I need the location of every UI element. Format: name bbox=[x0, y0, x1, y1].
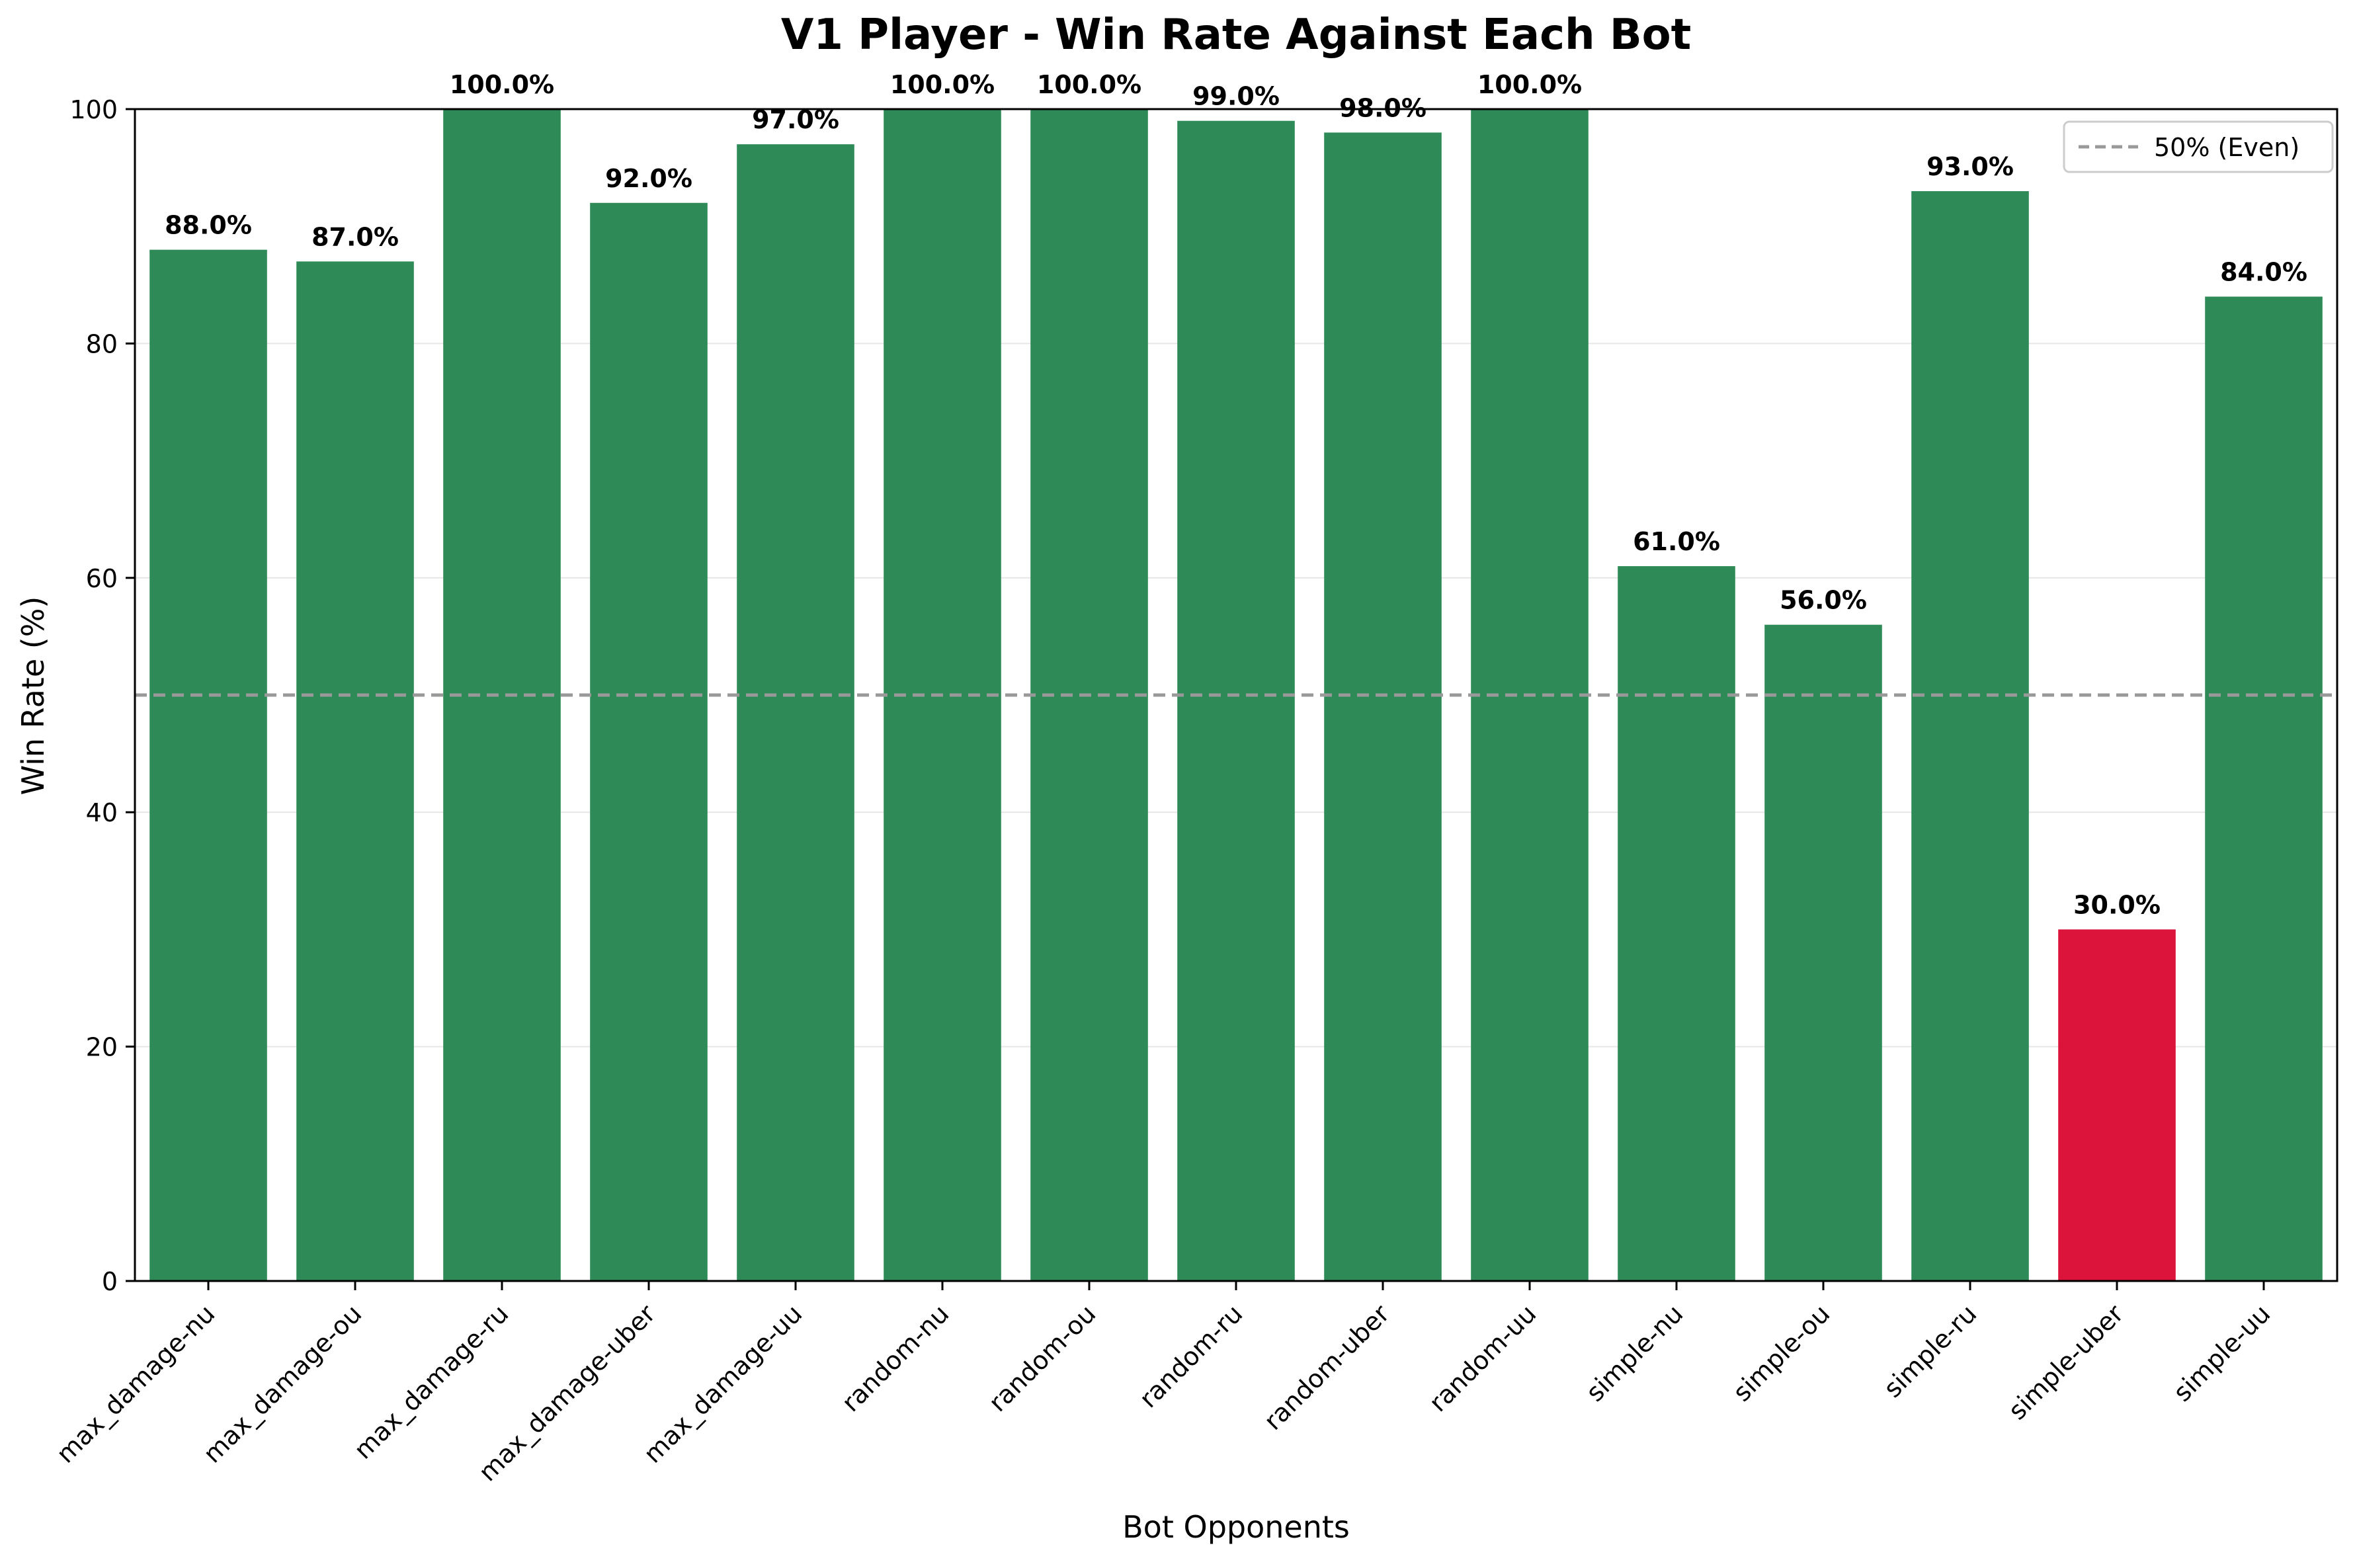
bar-simple-nu bbox=[1618, 566, 1735, 1281]
y-axis-label: Win Rate (%) bbox=[15, 597, 51, 796]
x-tick-label: random-ou bbox=[983, 1299, 1101, 1417]
x-tick-label: max_damage-uu bbox=[638, 1299, 808, 1469]
y-tick-label: 20 bbox=[86, 1033, 118, 1062]
legend-box bbox=[2063, 120, 2334, 173]
y-tick-label: 80 bbox=[86, 329, 118, 358]
data-label: 100.0% bbox=[1477, 70, 1582, 99]
bar-simple-ru bbox=[1911, 191, 2029, 1281]
bar-max_damage-uu bbox=[737, 144, 854, 1281]
data-label: 87.0% bbox=[311, 222, 399, 251]
bar-max_damage-nu bbox=[149, 249, 267, 1281]
data-label: 92.0% bbox=[605, 164, 692, 193]
legend-entry-label: 50% (Even) bbox=[2154, 133, 2299, 162]
data-label: 99.0% bbox=[1192, 82, 1280, 111]
x-tick-label: simple-ru bbox=[1878, 1299, 1983, 1403]
x-tick-label: random-uu bbox=[1423, 1299, 1542, 1417]
x-tick-label: random-nu bbox=[836, 1299, 954, 1417]
plot-frame bbox=[134, 108, 2338, 1282]
data-label: 100.0% bbox=[1037, 70, 1141, 99]
bar-max_damage-ou bbox=[296, 261, 414, 1281]
y-tick-label: 0 bbox=[102, 1267, 118, 1296]
bar-simple-uber bbox=[2058, 929, 2176, 1281]
x-tick-label: max_damage-nu bbox=[51, 1299, 221, 1469]
data-label: 30.0% bbox=[2073, 890, 2161, 919]
y-tick-label: 40 bbox=[86, 798, 118, 827]
y-tick-label: 100 bbox=[69, 95, 118, 124]
x-tick-label: max_damage-ru bbox=[349, 1299, 515, 1465]
x-tick-label: random-uber bbox=[1259, 1299, 1395, 1436]
data-label: 84.0% bbox=[2220, 258, 2307, 287]
data-label-layer: 88.0% 87.0%100.0%92.0%97.0%100.0% 100.0% 99… bbox=[165, 70, 2307, 919]
x-tick-label: simple-ou bbox=[1727, 1299, 1835, 1407]
x-tick-label: simple-nu bbox=[1581, 1299, 1689, 1407]
data-label: 100.0% bbox=[450, 70, 554, 99]
bar-random-ru bbox=[1177, 120, 1295, 1282]
legend: 50% (Even) bbox=[2063, 120, 2334, 173]
x-tick-label: random-ru bbox=[1134, 1299, 1248, 1413]
bar-simple-ou bbox=[1764, 624, 1882, 1281]
data-label: 56.0% bbox=[1780, 586, 1867, 615]
x-tick-label: simple-uu bbox=[2168, 1299, 2276, 1407]
data-label: 88.0% bbox=[165, 211, 252, 240]
x-axis-label: Bot Opponents bbox=[1122, 1509, 1350, 1545]
x-tick-label: simple-uber bbox=[2003, 1299, 2129, 1425]
data-label: 61.0% bbox=[1633, 527, 1720, 556]
bar-simple-uu bbox=[2205, 296, 2323, 1281]
bar-random-uber bbox=[1324, 132, 1442, 1282]
bar-max_damage-ru bbox=[443, 109, 561, 1281]
data-label: 100.0% bbox=[890, 70, 995, 99]
data-label: 98.0% bbox=[1339, 93, 1427, 122]
chart-title: V1 Player - Win Rate Against Each Bot bbox=[781, 11, 1691, 60]
bar-max_damage-uber bbox=[590, 202, 708, 1281]
data-label: 93.0% bbox=[1926, 152, 2014, 181]
y-tick-label: 60 bbox=[86, 564, 118, 593]
x-tick-label: max_damage-ou bbox=[198, 1299, 368, 1469]
